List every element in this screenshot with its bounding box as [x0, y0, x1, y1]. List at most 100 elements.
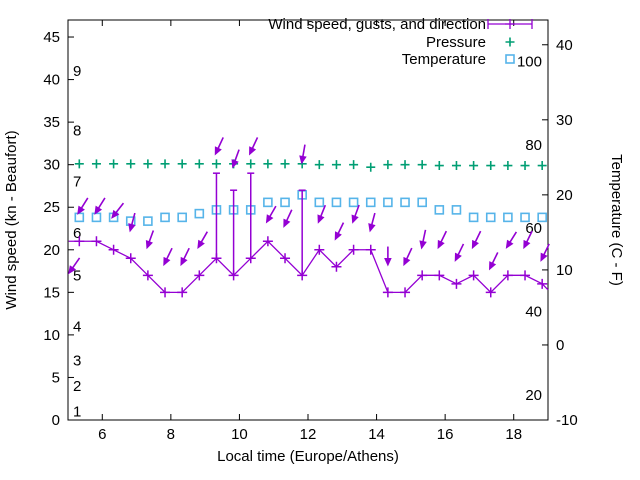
temperature-point	[177, 212, 187, 223]
beaufort-scale-label: 6	[73, 225, 81, 242]
wind-speed-point	[194, 270, 205, 281]
wind-direction-arrow	[68, 257, 81, 275]
wind-speed-point	[262, 236, 273, 247]
y-left-tick-label: 35	[43, 114, 60, 131]
wind-direction-arrow	[299, 144, 307, 165]
pressure-point	[143, 159, 153, 169]
pressure-point	[194, 159, 204, 169]
temperature-point	[331, 197, 342, 208]
pressure-point	[109, 159, 119, 169]
wind-speed-point	[417, 270, 428, 281]
temperature-point	[348, 197, 359, 208]
pressure-point	[469, 161, 479, 171]
y-left-axis-title: Wind speed (kn - Beaufort)	[3, 130, 20, 309]
pressure-point	[417, 160, 427, 170]
temperature-point	[365, 197, 376, 208]
beaufort-scale-label: 5	[73, 267, 81, 284]
temperature-point	[451, 205, 462, 215]
wind-speed-point	[160, 287, 171, 298]
wind-direction-arrow	[488, 252, 499, 271]
y-left-tick-label: 20	[43, 242, 60, 259]
y-right-tick-label: 40	[556, 37, 573, 54]
pressure-point	[503, 161, 513, 171]
wind-direction-arrow	[351, 204, 360, 224]
y-left-tick-label: 15	[43, 284, 60, 301]
pressure-point	[314, 160, 324, 170]
wind-direction-arrow	[540, 243, 550, 262]
y-right-tick-label: -10	[556, 412, 578, 429]
x-tick-label: 14	[368, 426, 385, 443]
temperature-point	[485, 212, 496, 223]
x-tick-label: 6	[98, 426, 106, 443]
x-tick-label: 12	[300, 426, 317, 443]
wind-speed-point	[365, 244, 376, 255]
pressure-point	[349, 160, 359, 170]
wind-speed-point	[228, 270, 239, 281]
pressure-point	[177, 159, 187, 169]
wind-speed-point	[314, 244, 325, 255]
wind-direction-arrow	[77, 197, 89, 215]
x-tick-label: 8	[167, 426, 175, 443]
wind-speed-point	[211, 253, 222, 264]
x-axis-title: Local time (Europe/Athens)	[217, 448, 399, 465]
wind-direction-arrow	[283, 209, 293, 228]
legend-label-wind: Wind speed, gusts, and direction	[268, 16, 486, 33]
pressure-point	[263, 159, 273, 169]
wind-direction-arrow	[454, 243, 465, 262]
temperature-point	[280, 197, 290, 208]
temperature-point	[400, 197, 410, 208]
legend-label-temperature: Temperature	[402, 51, 486, 68]
legend-label-pressure: Pressure	[426, 34, 486, 51]
wind-direction-arrow	[145, 230, 155, 250]
pressure-point	[451, 161, 461, 171]
wind-speed-point	[125, 253, 136, 264]
beaufort-scale-label: 7	[73, 174, 81, 191]
beaufort-scale-label: 3	[73, 352, 81, 369]
beaufort-scale-label: 9	[73, 63, 81, 80]
wind-speed-point	[520, 270, 531, 281]
wind-direction-arrow	[231, 149, 240, 169]
beaufort-scale-label: 4	[73, 318, 81, 335]
fahrenheit-scale-label: 60	[525, 220, 542, 237]
wind-direction-arrow	[471, 230, 482, 250]
wind-speed-point	[280, 253, 291, 264]
y-right-tick-label: 30	[556, 112, 573, 129]
y-left-tick-label: 5	[52, 369, 60, 386]
wind-direction-arrow	[94, 197, 106, 215]
temperature-point	[417, 197, 427, 208]
wind-speed-point	[297, 270, 308, 281]
pressure-point	[537, 161, 547, 171]
y-right-tick-label: 10	[556, 262, 573, 279]
wind-speed-point	[468, 270, 479, 281]
y-left-tick-label: 45	[43, 29, 60, 46]
wind-direction-arrow	[505, 231, 518, 249]
wind-direction-arrow	[249, 137, 259, 156]
temperature-point	[434, 205, 445, 215]
y-left-tick-label: 25	[43, 199, 60, 216]
y-right-axis-title: Temperature (C - F)	[608, 154, 625, 286]
y-left-tick-label: 40	[43, 72, 60, 89]
wind-direction-arrow	[163, 247, 173, 267]
pressure-point	[246, 159, 256, 169]
wind-speed-point	[382, 287, 393, 298]
wind-speed-point	[537, 278, 548, 289]
fahrenheit-scale-label: 80	[525, 137, 542, 154]
temperature-point	[383, 197, 393, 208]
wind-direction-arrow	[437, 230, 448, 250]
y-left-tick-label: 30	[43, 157, 60, 174]
wind-speed-point	[434, 270, 445, 281]
wind-direction-arrow	[128, 212, 136, 233]
legend-sample-wind	[505, 19, 515, 29]
wind-direction-arrow	[180, 247, 190, 267]
pressure-point	[74, 159, 84, 169]
pressure-point	[400, 160, 410, 170]
temperature-point	[468, 212, 479, 223]
temperature-point	[194, 208, 205, 219]
pressure-point	[280, 159, 290, 169]
x-tick-label: 16	[437, 426, 454, 443]
pressure-point	[434, 161, 444, 171]
fahrenheit-scale-label: 40	[525, 304, 542, 321]
wind-direction-arrow	[214, 137, 224, 156]
